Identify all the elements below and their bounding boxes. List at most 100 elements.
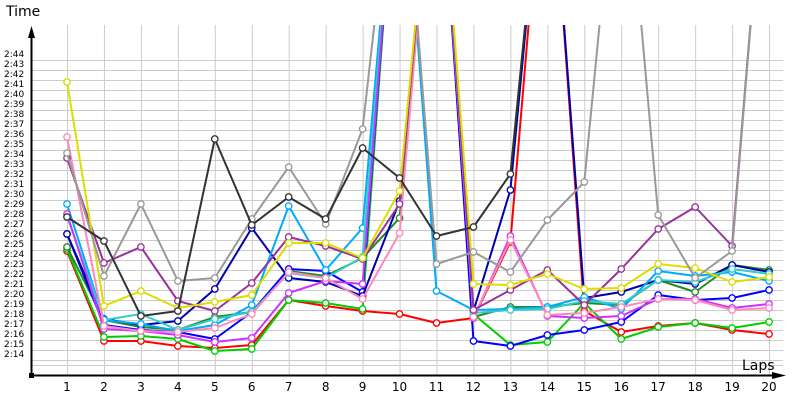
data-point xyxy=(395,174,404,182)
x-tick-label: 8 xyxy=(321,380,330,394)
data-point xyxy=(691,319,700,327)
data-point xyxy=(506,306,515,314)
y-axis-title: Time xyxy=(6,4,41,20)
data-point xyxy=(100,237,108,245)
series-black xyxy=(63,25,527,320)
data-point xyxy=(63,149,71,157)
data-point xyxy=(728,247,736,255)
data-point xyxy=(580,309,589,317)
y-tick-label: 2:35 xyxy=(4,140,25,150)
y-tick-label: 2:27 xyxy=(4,220,25,230)
y-tick-label: 2:37 xyxy=(4,120,25,130)
data-point xyxy=(506,268,515,276)
y-tick-label: 2:14 xyxy=(4,350,25,360)
data-point xyxy=(506,236,515,244)
data-point xyxy=(63,230,71,238)
data-point xyxy=(728,294,736,302)
x-tick-label: 2 xyxy=(100,380,108,394)
y-tick-label: 2:29 xyxy=(4,200,25,210)
data-point xyxy=(210,307,219,315)
x-tick-label: 13 xyxy=(502,380,519,394)
y-tick-label: 2:28 xyxy=(4,210,25,220)
data-point xyxy=(174,317,182,325)
data-point xyxy=(358,144,367,152)
data-point xyxy=(210,285,219,293)
x-tick-label: 3 xyxy=(137,380,145,394)
x-tick-label: 17 xyxy=(650,380,666,394)
y-tick-label: 2:19 xyxy=(4,300,25,310)
data-point xyxy=(543,331,552,339)
y-tick-label: 2:23 xyxy=(4,260,25,270)
y-tick-label: 2:16 xyxy=(4,330,25,340)
data-point xyxy=(728,324,736,332)
y-tick-label: 2:31 xyxy=(4,180,25,190)
x-tick-label: 9 xyxy=(358,380,367,394)
y-tick-label: 2:25 xyxy=(4,240,25,250)
y-tick-label: 2:40 xyxy=(4,90,25,100)
data-point xyxy=(654,323,663,331)
data-point xyxy=(506,281,515,289)
data-point xyxy=(395,200,404,208)
data-point xyxy=(617,335,626,343)
data-point xyxy=(691,274,700,282)
data-point xyxy=(210,298,219,306)
data-point xyxy=(728,265,736,273)
series-purple xyxy=(63,25,752,315)
data-point xyxy=(432,287,441,295)
data-point xyxy=(358,295,367,303)
data-point xyxy=(63,243,71,251)
data-point xyxy=(654,276,663,284)
y-tick-label: 2:22 xyxy=(4,270,25,280)
data-point xyxy=(617,328,626,336)
data-point xyxy=(247,345,256,353)
data-point xyxy=(137,200,145,208)
x-tick-label: 11 xyxy=(428,380,445,394)
series-light-blue xyxy=(63,25,773,335)
data-point xyxy=(321,274,330,282)
data-point xyxy=(469,337,478,345)
data-point xyxy=(284,296,293,304)
data-point xyxy=(137,320,145,328)
data-point xyxy=(765,304,773,312)
x-tick-label: 16 xyxy=(613,380,629,394)
data-point xyxy=(100,272,108,280)
data-point xyxy=(100,302,108,310)
data-point xyxy=(654,211,663,219)
data-point xyxy=(691,203,700,211)
data-point xyxy=(543,270,552,278)
data-point xyxy=(691,288,700,296)
data-point xyxy=(63,133,71,141)
y-tick-label: 2:42 xyxy=(4,70,25,80)
data-point xyxy=(63,78,71,86)
data-point xyxy=(617,284,626,292)
x-tick-label: 6 xyxy=(247,380,256,394)
data-point xyxy=(654,225,663,233)
data-point xyxy=(63,213,71,221)
data-point xyxy=(100,322,108,330)
data-point xyxy=(358,254,367,262)
data-point xyxy=(137,243,145,251)
data-point xyxy=(247,310,256,318)
data-point xyxy=(728,278,736,286)
data-point xyxy=(210,347,219,355)
data-point xyxy=(210,315,219,323)
data-point xyxy=(728,306,736,314)
axes xyxy=(28,26,786,379)
data-point xyxy=(469,306,478,314)
data-point xyxy=(321,239,330,247)
data-point xyxy=(506,186,515,194)
data-point xyxy=(543,311,552,319)
data-point xyxy=(247,301,256,309)
data-point xyxy=(395,310,404,318)
data-point xyxy=(321,299,330,307)
data-point xyxy=(691,296,700,304)
data-point xyxy=(395,187,404,195)
y-tick-label: 2:21 xyxy=(4,280,25,290)
data-point xyxy=(174,342,182,350)
data-point xyxy=(247,291,256,299)
data-point xyxy=(432,319,441,327)
y-tick-label: 2:18 xyxy=(4,310,25,320)
x-tick-label: 4 xyxy=(174,380,182,394)
y-tick-label: 2:30 xyxy=(4,190,25,200)
data-point xyxy=(506,170,515,178)
